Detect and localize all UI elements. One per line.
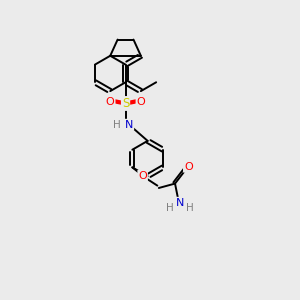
Text: H: H (186, 203, 194, 213)
Text: S: S (122, 97, 129, 110)
Text: N: N (125, 120, 133, 130)
Text: O: O (106, 97, 115, 107)
Text: N: N (176, 198, 184, 208)
Text: H: H (166, 203, 174, 213)
Text: O: O (184, 162, 193, 172)
Text: O: O (138, 171, 147, 181)
Text: H: H (113, 120, 121, 130)
Text: O: O (136, 97, 145, 107)
